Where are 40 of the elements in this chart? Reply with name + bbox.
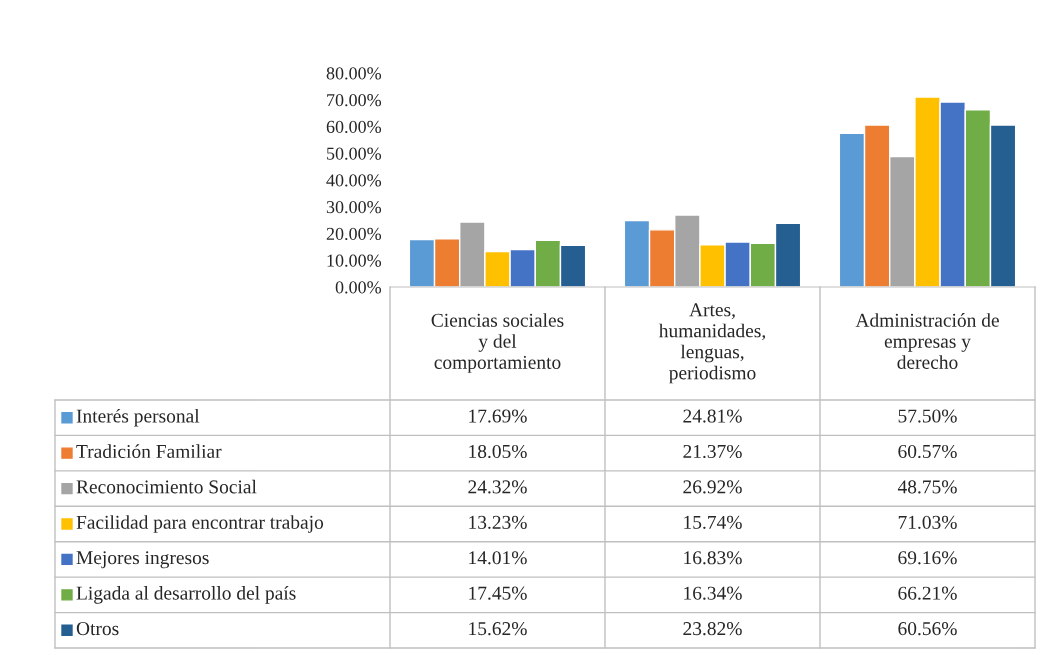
y-tick-label: 70.00% [327,94,382,107]
data-label: 14.01% [469,551,527,565]
data-label: 23.82% [683,622,742,636]
data-label: 26.92% [683,480,742,494]
data-label: 24.32% [468,480,527,494]
data-label: 24.81% [683,409,742,423]
legend-label: Reconocimiento Social [76,479,257,494]
legend-label: Facilidad para encontrar trabajo [76,515,324,533]
data-label: 57.50% [898,409,957,423]
data-label: 21.37% [683,444,742,459]
x-tick-label: Administración de empresas y derecho [855,313,999,369]
data-label: 16.83% [684,551,742,565]
data-label: 17.45% [469,586,527,600]
data-label: 60.57% [898,444,957,459]
legend-label: Otros [76,622,119,636]
y-tick-label: 80.00% [326,67,382,80]
y-tick-label: 30.00% [326,201,382,214]
legend-label: Ligada al desarrollo del país [76,586,296,604]
data-label: 66.21% [898,586,957,600]
x-tick-label: Ciencias sociales y del comportamiento [431,313,564,373]
data-label: 18.05% [469,444,527,459]
data-label: 15.62% [469,622,527,636]
x-tick-label: Artes, humanidades, lenguas, periodismo [658,303,765,384]
data-label: 71.03% [898,515,957,529]
y-tick-label: 40.00% [326,174,382,187]
legend-label: Tradición Familiar [76,444,222,459]
y-tick-label: 60.00% [326,120,382,134]
data-label: 13.23% [469,515,527,529]
data-label: 48.75% [897,480,957,494]
data-label: 69.16% [898,551,957,565]
data-label: 15.74% [684,515,742,529]
y-tick-label: 20.00% [326,227,382,241]
y-tick-label: 50.00% [327,147,382,160]
data-label: 16.34% [684,586,742,600]
data-label: 17.69% [469,409,527,423]
y-tick-label: 10.00% [327,254,382,267]
y-tick-label: 0.00% [335,281,382,294]
data-label: 60.56% [898,622,957,636]
legend-label: Mejores ingresos [76,551,209,569]
legend-label: Interés personal [76,408,200,427]
